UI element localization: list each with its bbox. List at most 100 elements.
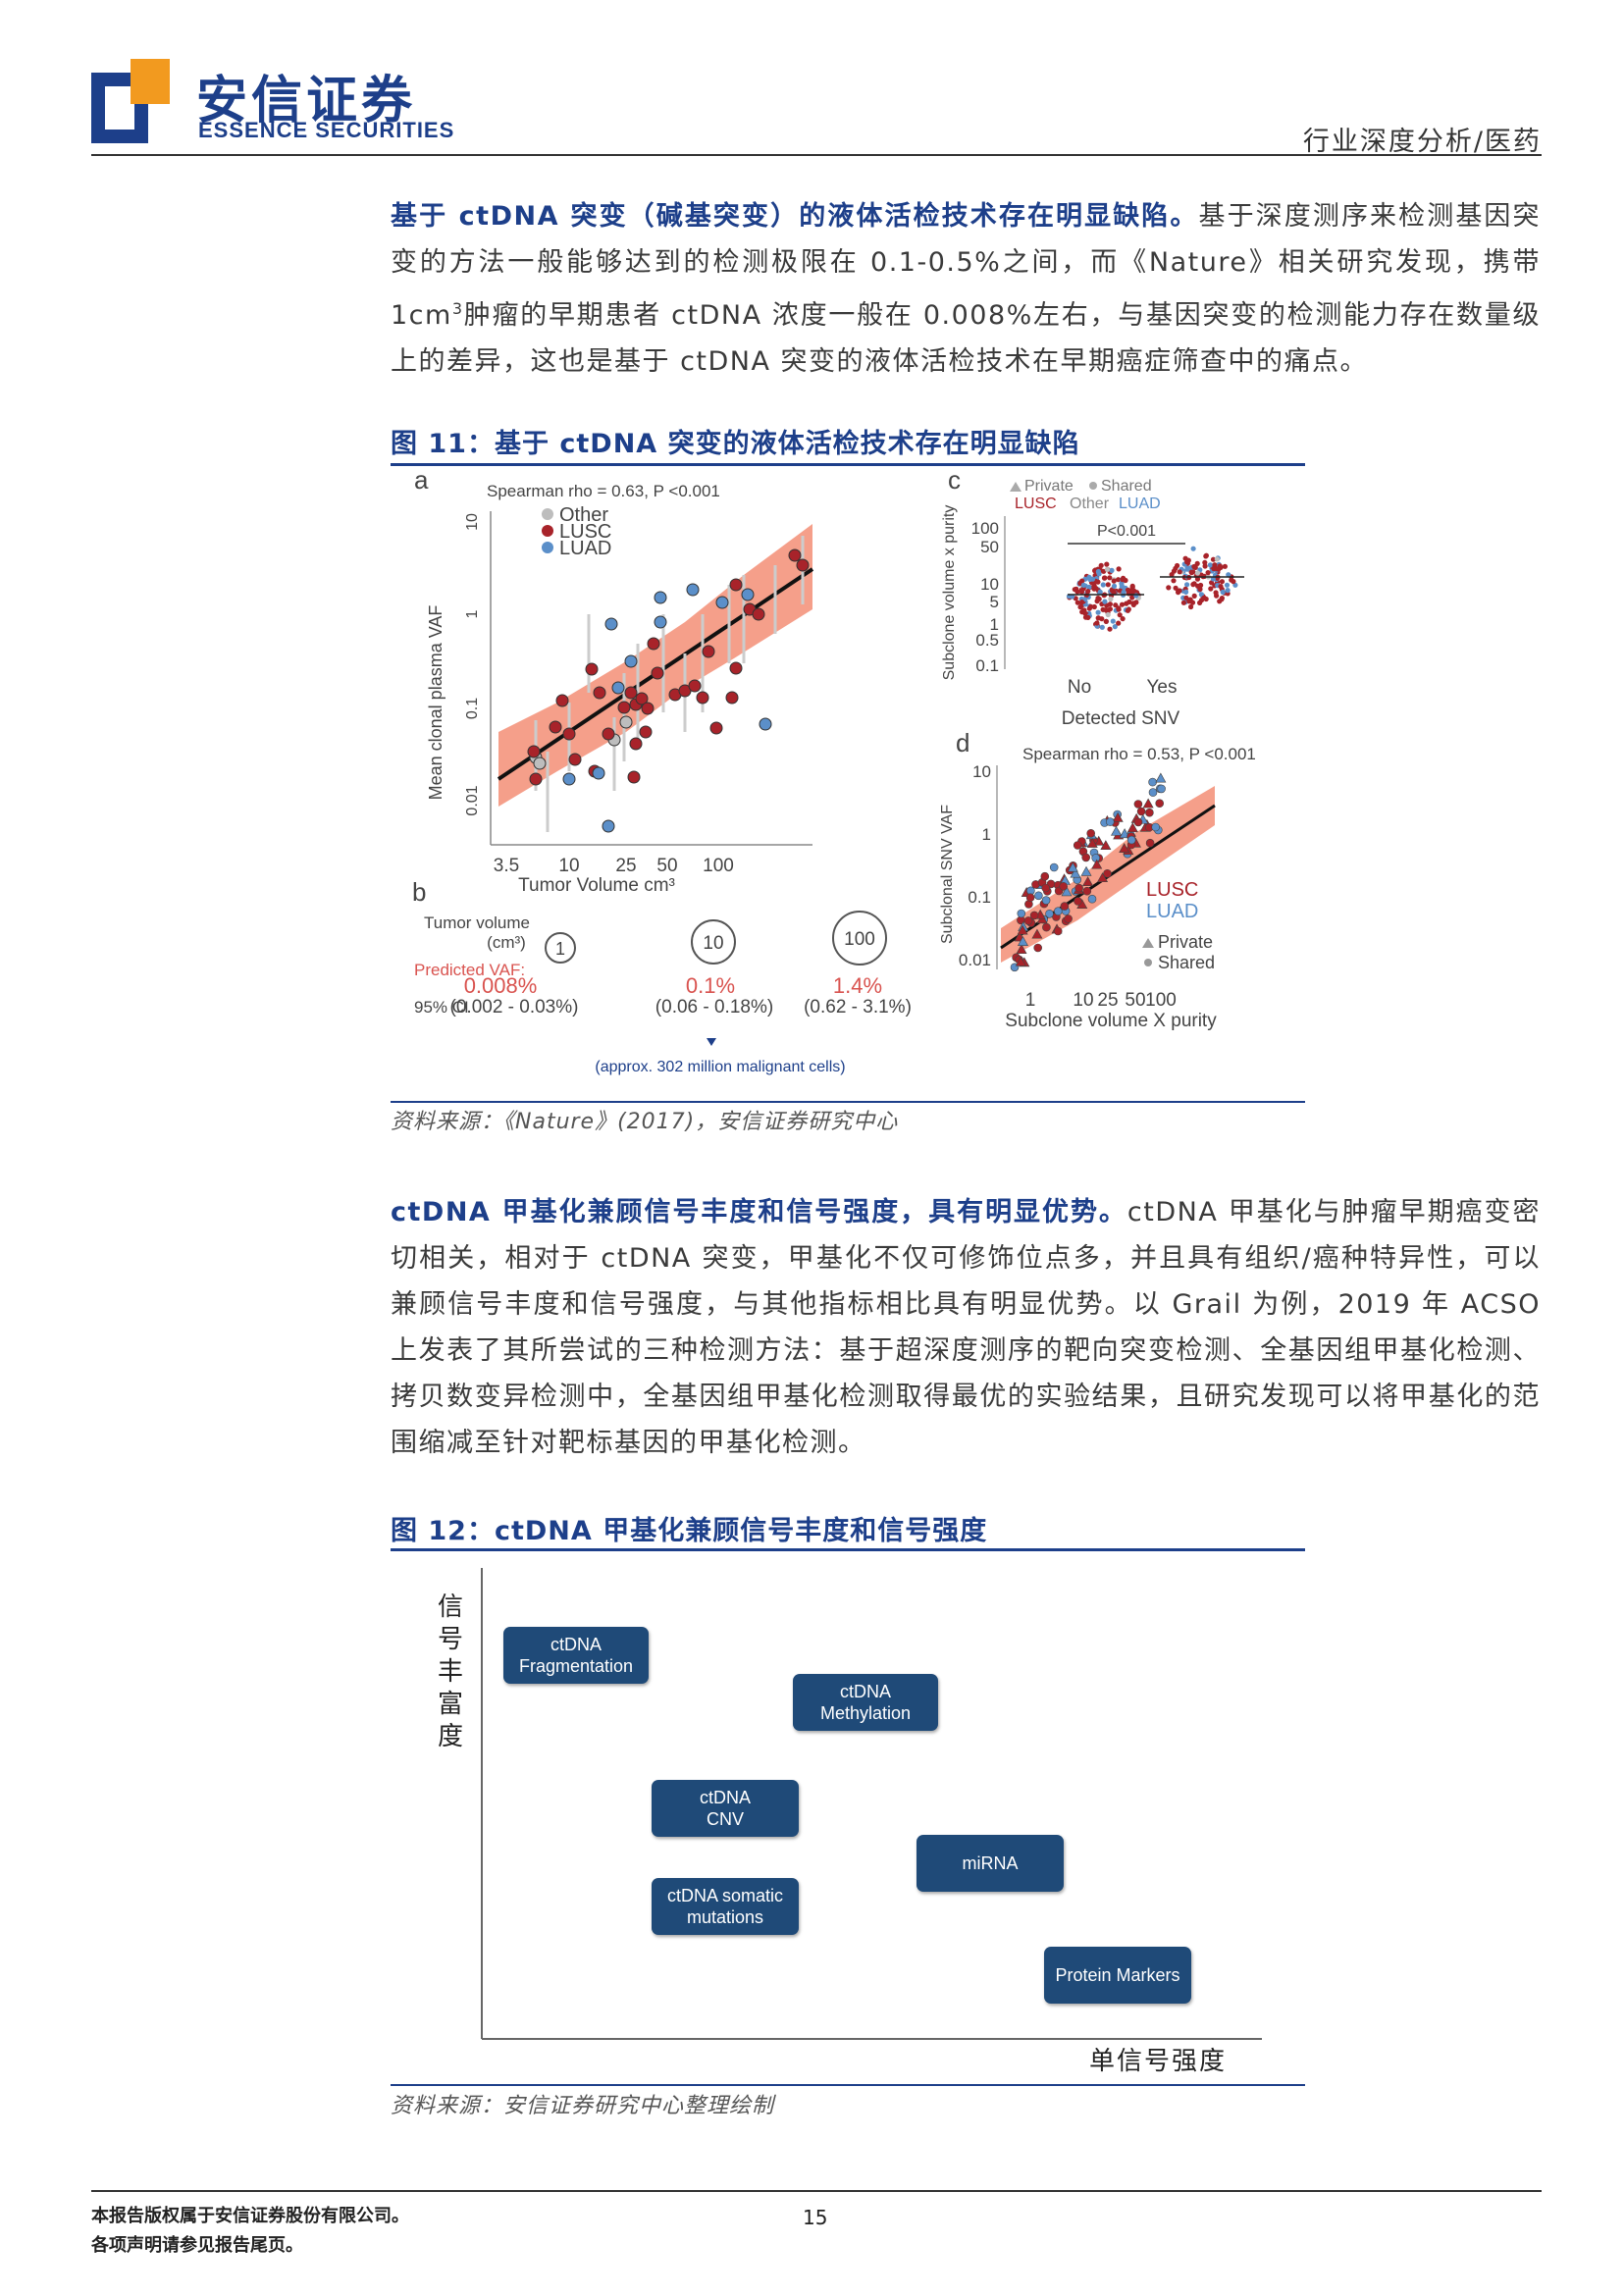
swarm-point [1117, 612, 1123, 618]
figure-12-top-rule [391, 1548, 1305, 1551]
swarm-point [1214, 593, 1220, 599]
swarm-point [1100, 606, 1106, 612]
swarm-point [1190, 546, 1196, 551]
scatter-point [1074, 883, 1083, 893]
panel-d-xtick: 50 [1125, 990, 1145, 1011]
legend-d-lusc: LUSC [1146, 879, 1198, 901]
panel-c-ytick: 10 [980, 575, 999, 594]
scatter-point [1023, 916, 1033, 925]
panel-a-xlabel: Tumor Volume cm³ [518, 875, 675, 896]
panel-a-xtick: 25 [615, 856, 636, 876]
swarm-point [1087, 576, 1093, 583]
scatter-point [1081, 853, 1091, 862]
superscript: 3 [451, 299, 464, 318]
swarm-point [1095, 609, 1101, 615]
swarm-point [1100, 582, 1106, 588]
swarm-point [1105, 611, 1111, 618]
scatter-point [1073, 841, 1082, 850]
figure-12-title: 图 12：ctDNA 甲基化兼顾信号丰度和信号强度 [391, 1516, 988, 1546]
y-label-char: 号 [437, 1625, 463, 1654]
figure-12-x-axis-label: 单信号强度 [1089, 2047, 1228, 2076]
swarm-point [1104, 566, 1110, 572]
scatter-point [1145, 838, 1155, 848]
panel-d-ylabel: Subclonal SNV VAF [939, 805, 956, 944]
scatter-point [1119, 843, 1130, 853]
figure-12-bottom-rule [391, 2084, 1305, 2086]
swarm-point [1102, 599, 1108, 604]
swarm-point [1126, 599, 1132, 605]
figure-12-y-axis-label: 信 号 丰 富 度 [436, 1592, 465, 1753]
scatter-point [1041, 883, 1051, 893]
swarm-point [1194, 570, 1201, 576]
scatter-point [1136, 807, 1146, 816]
brand-name-en: ESSENCE SECURITIES [198, 118, 455, 142]
scatter-point [1031, 928, 1043, 939]
swarm-point [1091, 603, 1097, 610]
box-line: Protein Markers [1055, 1965, 1180, 1985]
swarm-point [1177, 569, 1182, 575]
box-ctdna-methylation: ctDNA Methylation [793, 1674, 938, 1731]
scatter-point [1133, 817, 1143, 827]
scatter-point [1126, 835, 1136, 845]
box-protein-markers: Protein Markers [1044, 1947, 1191, 2004]
panel-d-letter: d [956, 728, 969, 757]
swarm-point [1078, 589, 1085, 595]
scatter-point [1061, 886, 1073, 897]
panel-c-xtick-no: No [1068, 677, 1091, 698]
legend-d-luad: LUAD [1146, 901, 1198, 922]
scatter-point [1151, 822, 1161, 832]
swarm-point [1129, 595, 1135, 600]
swarm-point [1111, 590, 1117, 596]
box-line: ctDNA [550, 1635, 602, 1654]
panel-a-ylabel: Mean clonal plasma VAF [426, 605, 445, 801]
scatter-point [1112, 811, 1124, 822]
brand-name-cn: 安信证券 [196, 72, 417, 130]
scatter-point [1053, 926, 1063, 936]
swarm-point [1188, 570, 1194, 576]
panel-c-pvalue: P<0.001 [1097, 523, 1156, 540]
panel-c-xlabel: Detected SNV [1062, 708, 1180, 729]
scatter-point [1017, 924, 1028, 935]
panel-b-letter: b [412, 877, 426, 907]
scatter-point [1053, 907, 1063, 916]
paragraph-text-cont: 肿瘤的早期患者 ctDNA 浓度一般在 0.008%左右，与基因突变的检测能力存… [391, 300, 1541, 377]
swarm-point [1077, 604, 1083, 610]
figure-11-top-rule [391, 463, 1305, 466]
swarm-point [1133, 593, 1139, 599]
swarm-point [1207, 562, 1213, 568]
panel-a-xtick: 10 [558, 856, 579, 876]
figure-12-axes [481, 1568, 1262, 2040]
panel-a-stat: Spearman rho = 0.63, P <0.001 [487, 482, 720, 500]
swarm-point [1219, 597, 1225, 602]
swarm-point [1224, 582, 1231, 588]
volume-1: 1 [555, 939, 565, 959]
predicted-vaf-100: 1.4% [833, 973, 882, 998]
swarm-point [1210, 556, 1217, 562]
volume-10: 10 [703, 933, 723, 954]
swarm-point [1191, 593, 1197, 599]
scatter-point [1097, 872, 1109, 883]
scatter-point [1086, 828, 1096, 838]
swarm-point [1105, 582, 1111, 588]
scatter-point [1015, 956, 1026, 966]
swarm-point [1107, 601, 1113, 607]
panel-a-ytick: 1 [464, 609, 481, 618]
swarm-point [1184, 582, 1190, 588]
paragraph-lead: 基于 ctDNA 突变（碱基突变）的液体活检技术存在明显缺陷。 [391, 201, 1199, 232]
swarm-point [1188, 603, 1194, 610]
swarm-point [1214, 556, 1220, 562]
swarm-point [1111, 583, 1118, 589]
panel-a-xtick: 50 [656, 856, 677, 876]
swarm-point [1201, 595, 1207, 600]
scatter-point [1025, 893, 1035, 903]
box-ctdna-cnv: ctDNA CNV [652, 1780, 799, 1837]
box-line: Fragmentation [518, 1656, 634, 1676]
swarm-point [1082, 610, 1088, 616]
paragraph-ctdna-mutation: 基于 ctDNA 突变（碱基突变）的液体活检技术存在明显缺陷。基于深度测序来检测… [391, 193, 1541, 385]
swarm-point [1176, 590, 1181, 596]
panel-d-xlabel: Subclone volume X purity [1005, 1011, 1217, 1031]
swarm-yes [1166, 546, 1238, 610]
swarm-no [1066, 561, 1141, 632]
box-ctdna-somatic-mutations: ctDNA somatic mutations [652, 1878, 799, 1935]
legend-c-luad: LUAD [1119, 496, 1161, 512]
